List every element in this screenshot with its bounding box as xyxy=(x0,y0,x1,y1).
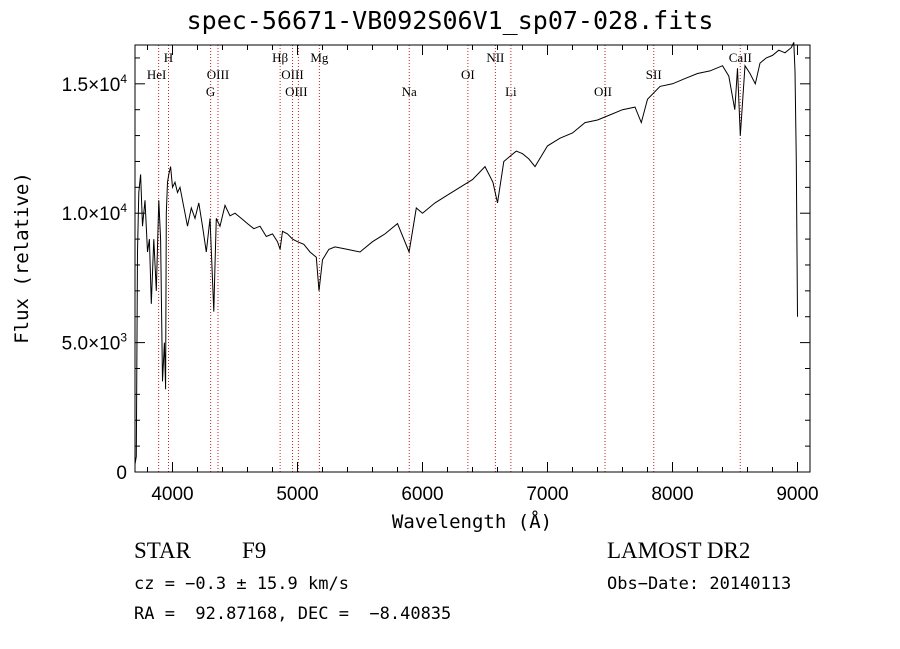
line-label-7: Mg xyxy=(310,50,329,65)
y-tick-label: 1.0×104 xyxy=(62,201,128,225)
y-tick-label: 5.0×103 xyxy=(62,331,128,355)
axis-labels: 4000 5000 6000 7000 8000 9000 0 5.0×103 1.0×104 1… xyxy=(62,72,819,505)
x-tick-label: 6000 xyxy=(401,484,443,505)
y-axis-label: Flux (relative) xyxy=(11,172,33,344)
line-label-8: Na xyxy=(402,84,417,99)
plot-frame xyxy=(134,44,811,473)
x-axis-label: Wavelength (Å) xyxy=(392,510,552,533)
y-tick-label: 0 xyxy=(116,463,127,484)
object-class: F9 xyxy=(242,538,267,563)
line-label-11: Li xyxy=(505,84,517,99)
line-label-4: Hβ xyxy=(272,50,288,65)
object-type: STAR xyxy=(134,538,191,563)
line-label-1: H xyxy=(164,50,173,65)
line-label-12: OII xyxy=(594,84,612,99)
line-label-9: OI xyxy=(461,67,475,82)
line-label-3: OIII xyxy=(207,67,229,82)
line-label-13: SII xyxy=(646,67,662,82)
x-tick-label: 8000 xyxy=(651,484,693,505)
line-label-0: HeI xyxy=(147,67,167,82)
spectrum-line xyxy=(134,42,798,465)
y-tick-label: 1.5×104 xyxy=(62,72,128,96)
line-label-10: NII xyxy=(486,50,504,65)
line-label-14: CaII xyxy=(729,50,752,65)
line-label-2: G xyxy=(206,84,215,99)
spectral-line-markers xyxy=(158,45,741,472)
x-tick-label: 4000 xyxy=(151,484,193,505)
axis-ticks xyxy=(135,45,810,473)
line-label-6: OIII xyxy=(285,84,307,99)
line-label-5: OIII xyxy=(281,67,303,82)
redshift-velocity: cz = −0.3 ± 15.9 km/s xyxy=(134,574,349,594)
x-tick-label: 5000 xyxy=(276,484,318,505)
chart-title: spec-56671-VB092S06V1_sp07-028.fits xyxy=(186,6,714,35)
observation-date: Obs−Date: 20140113 xyxy=(607,574,792,594)
x-tick-label: 7000 xyxy=(526,484,568,505)
x-tick-label: 9000 xyxy=(776,484,818,505)
survey-name: LAMOST DR2 xyxy=(607,538,751,563)
coordinates-ra-dec: RA = 92.87168, DEC = −8.40835 xyxy=(134,604,452,624)
spectral-line-labels: HeI H G OIII Hβ OIII OIII Mg Na OI NII Li OII SII CaII xyxy=(147,50,752,99)
